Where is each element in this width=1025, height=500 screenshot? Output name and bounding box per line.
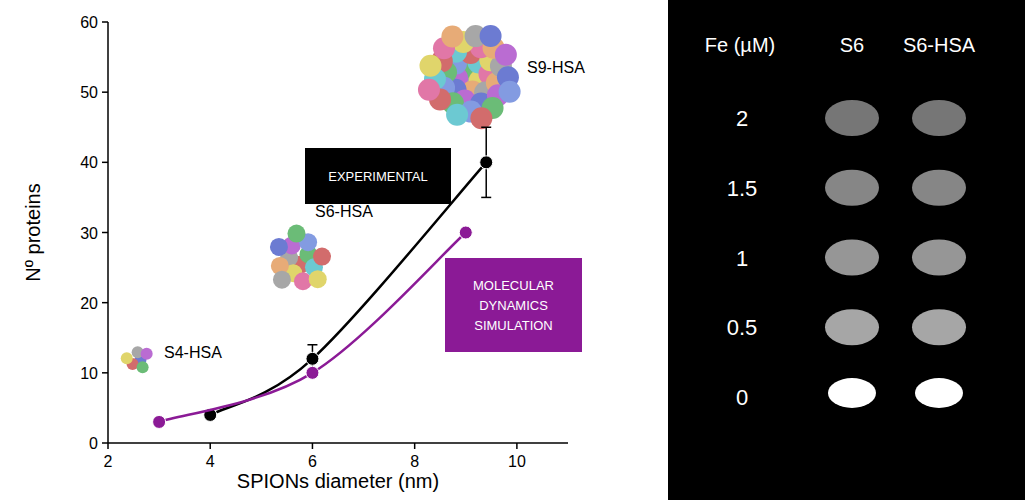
row-label: 0.5 [727, 315, 758, 340]
y-tick [102, 162, 108, 164]
phantom-spot [825, 100, 879, 136]
phantom-spot [912, 100, 966, 136]
column-title: S6-HSA [903, 34, 976, 56]
series-line [159, 233, 466, 422]
row-label: 1.5 [727, 176, 758, 201]
marker [306, 352, 319, 365]
phantom-spot [828, 378, 876, 408]
series-label-line: SIMULATION [474, 318, 553, 333]
error-bar-cap [481, 127, 491, 129]
molecule-blob [309, 270, 327, 288]
marker [459, 226, 472, 239]
marker [153, 415, 166, 428]
x-axis-title: SPIONs diameter (nm) [237, 470, 439, 492]
molecule-blob [499, 81, 521, 103]
phantom-spot [825, 240, 879, 276]
y-tick-label: 20 [80, 295, 98, 312]
y-tick [102, 232, 108, 234]
marker [480, 156, 493, 169]
molecule-cluster [121, 346, 153, 373]
annotation: S4-HSA [164, 344, 222, 361]
series-label: MOLECULAR DYNAMICS SIMULATION [473, 278, 554, 333]
y-tick-label: 10 [80, 365, 98, 382]
x-tick-label: 2 [104, 453, 113, 470]
x-tick-label: 6 [308, 453, 317, 470]
series-label-line: MOLECULAR [473, 278, 554, 293]
series-label-box: MOLECULAR DYNAMICS SIMULATION [445, 258, 582, 352]
molecule-blob [121, 352, 133, 364]
series-label: EXPERIMENTAL [328, 169, 427, 184]
y-tick-label: 60 [80, 14, 98, 31]
molecule-blob [470, 107, 492, 129]
molecule-cluster [270, 225, 331, 291]
row-label: 0 [736, 385, 748, 410]
molecule-blob [480, 25, 502, 47]
series-label-bg [445, 258, 582, 352]
y-tick-label: 40 [80, 154, 98, 171]
phantom-spot [912, 170, 966, 206]
column-title: S6 [840, 34, 864, 56]
phantom-spot [912, 309, 966, 345]
phantom-background [668, 0, 1025, 500]
series-label-line: EXPERIMENTAL [328, 169, 427, 184]
x-tick [209, 443, 211, 449]
x-tick-label: 8 [410, 453, 419, 470]
x-tick [107, 443, 109, 449]
y-tick-label: 0 [89, 435, 98, 452]
y-tick [102, 442, 108, 444]
y-tick [102, 21, 108, 23]
x-tick-label: 10 [508, 453, 526, 470]
series-label-box: EXPERIMENTAL [305, 148, 451, 204]
row-label: 1 [736, 246, 748, 271]
row-title: Fe (µM) [705, 34, 775, 56]
molecule-blob [419, 55, 441, 77]
y-axis-title: Nº proteins [22, 183, 44, 281]
molecule-blob [273, 271, 291, 289]
x-axis-line [108, 442, 568, 444]
y-tick-label: 30 [80, 225, 98, 242]
phantom-spot [825, 170, 879, 206]
molecule-blob [137, 361, 149, 373]
molecule-blob [446, 104, 468, 126]
annotation: S6-HSA [315, 203, 373, 220]
row-label: 2 [736, 106, 748, 131]
molecule-blob [313, 248, 331, 266]
molecule-blob [418, 79, 440, 101]
phantom-spot [825, 309, 879, 345]
x-tick-label: 4 [206, 453, 215, 470]
molecule-blob [441, 25, 463, 47]
error-bar-cap [481, 197, 491, 199]
y-tick [102, 372, 108, 374]
y-tick-label: 50 [80, 84, 98, 101]
molecule-cluster [418, 25, 521, 129]
annotation: S9-HSA [527, 59, 585, 76]
series-label-bg [305, 148, 451, 204]
molecule-blob [141, 348, 153, 360]
y-tick [102, 302, 108, 304]
plot-area [153, 127, 493, 428]
y-tick [102, 91, 108, 93]
x-tick [516, 443, 518, 449]
molecule-blob [270, 238, 288, 256]
molecule-blob [495, 44, 517, 66]
x-tick [414, 443, 416, 449]
x-tick [312, 443, 314, 449]
error-bar-cap [307, 344, 317, 346]
phantom-spot [912, 240, 966, 276]
phantom-spot [915, 378, 963, 408]
series-label-line: DYNAMICS [479, 298, 548, 313]
marker [306, 366, 319, 379]
molecule-blob [287, 225, 305, 243]
